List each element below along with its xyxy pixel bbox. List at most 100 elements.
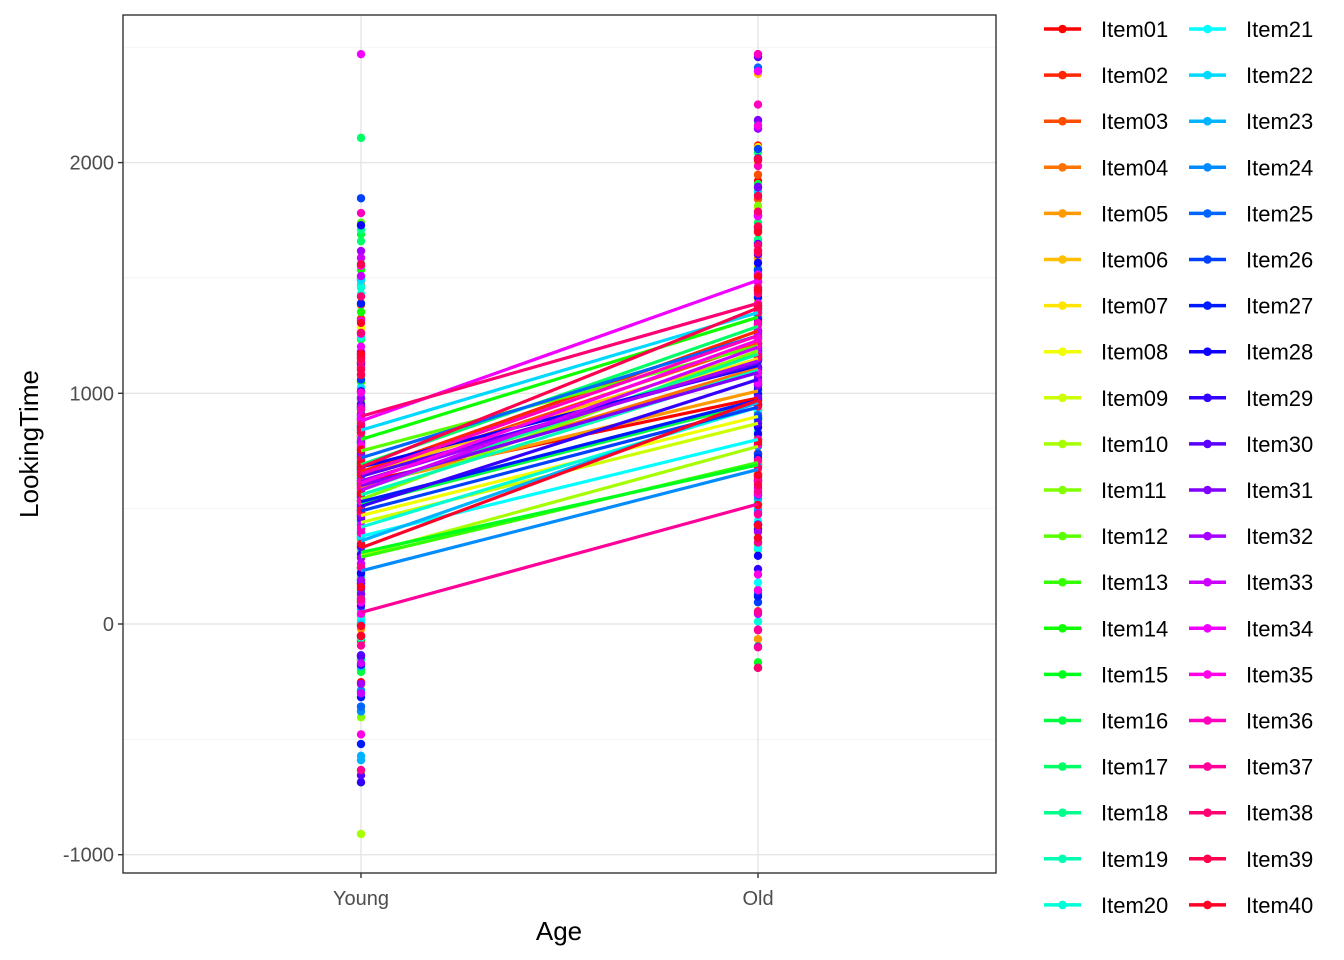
data-point [753,246,763,255]
legend-label: Item25 [1246,201,1313,226]
legend-item-item37: Item37 [1189,755,1313,780]
legend-item-item34: Item34 [1189,616,1313,641]
legend-label: Item29 [1246,386,1313,411]
legend-key-point [1203,255,1212,264]
legend-item-item03: Item03 [1044,109,1168,134]
data-point [753,598,763,607]
legend-label: Item39 [1246,847,1313,872]
legend-label: Item32 [1246,524,1313,549]
data-point [356,405,366,414]
series-line-item15 [360,463,759,555]
legend-key-point [1203,70,1212,80]
legend-key-point [1203,624,1212,633]
series-line-item33 [360,345,759,492]
legend-label: Item31 [1246,478,1313,503]
legend-label: Item40 [1246,893,1313,918]
legend-label: Item07 [1101,294,1168,319]
data-point [753,607,763,617]
legend-key-point [1203,531,1212,541]
data-point [356,777,366,787]
legend-key-point [1058,716,1067,725]
legend-label: Item21 [1246,17,1313,42]
series-line-item05 [360,389,759,488]
legend-key-point [1058,854,1067,864]
legend-key-point [1203,163,1212,172]
x-tick-label: Old [742,888,773,910]
legend-item-item04: Item04 [1044,155,1168,180]
legend-item-item12: Item12 [1044,524,1168,549]
series-line-item39 [360,306,759,469]
legend-label: Item06 [1101,248,1168,273]
data-point [753,663,763,673]
legend-key-point [1203,762,1212,771]
legend-key-point [1203,577,1212,587]
y-axis-title: LookingTime [14,370,44,518]
data-point [753,258,763,268]
data-point [753,227,763,237]
data-point [356,595,366,604]
legend-key-point [1203,347,1212,357]
legend-key-point [1203,716,1212,725]
legend-label: Item27 [1246,294,1313,319]
y-tick-label: 1000 [70,383,115,405]
legend-item-item28: Item28 [1189,340,1313,365]
legend-item-item33: Item33 [1189,570,1313,595]
legend-key-point [1203,485,1212,495]
legend-label: Item16 [1101,709,1168,734]
series-line-item38 [360,301,759,418]
legend-item-item11: Item11 [1044,478,1167,503]
legend-label: Item13 [1101,570,1168,595]
legend-key-point [1058,531,1067,541]
legend-item-item29: Item29 [1189,386,1313,411]
data-point [753,207,763,216]
data-point [753,570,763,579]
data-point [753,643,763,652]
data-point [753,634,763,644]
legend-key-point [1203,670,1212,679]
data-point [356,388,366,397]
series-line-item06 [360,351,759,476]
legend-label: Item37 [1246,755,1313,780]
data-point [356,342,366,351]
legend-item-item02: Item02 [1044,63,1168,88]
legend-label: Item22 [1246,63,1313,88]
data-point [753,592,763,601]
data-point [356,621,366,631]
data-point [753,191,763,201]
legend-key-point [1058,485,1067,495]
legend-key-point [1058,301,1067,310]
data-point [356,307,366,317]
legend-key-point [1203,393,1212,403]
series-lines [360,278,759,615]
series-line-item16 [360,400,759,506]
legend-item-item07: Item07 [1044,294,1168,319]
legend-item-item23: Item23 [1189,109,1313,134]
legend-key-point [1058,347,1067,357]
legend-item-item24: Item24 [1189,155,1313,180]
data-point [356,730,366,739]
legend-key-point [1058,255,1067,264]
legend-label: Item12 [1101,524,1168,549]
data-point [753,154,763,163]
legend-item-item22: Item22 [1189,63,1313,88]
data-point [356,689,366,698]
data-point [753,161,763,171]
legend-item-item19: Item19 [1044,847,1168,872]
legend-item-item14: Item14 [1044,616,1168,641]
data-point [356,641,366,650]
legend-item-item13: Item13 [1044,570,1168,595]
data-point [356,365,366,375]
y-axis: -1000 0 1000 2000 [63,153,123,867]
legend-item-item18: Item18 [1044,801,1168,826]
legend-key-point [1058,900,1067,910]
legend-label: Item01 [1101,17,1168,42]
legend-key-point [1058,393,1067,403]
data-point [356,133,366,143]
legend-label: Item09 [1101,386,1168,411]
data-point [356,253,366,262]
series-line-item35 [360,338,759,485]
legend-key-point [1058,439,1067,449]
legend-label: Item20 [1101,893,1168,918]
legend: Item01 Item02 Item03 Item04 Item05 Item06 Item… [1044,17,1313,918]
data-point [356,659,366,668]
